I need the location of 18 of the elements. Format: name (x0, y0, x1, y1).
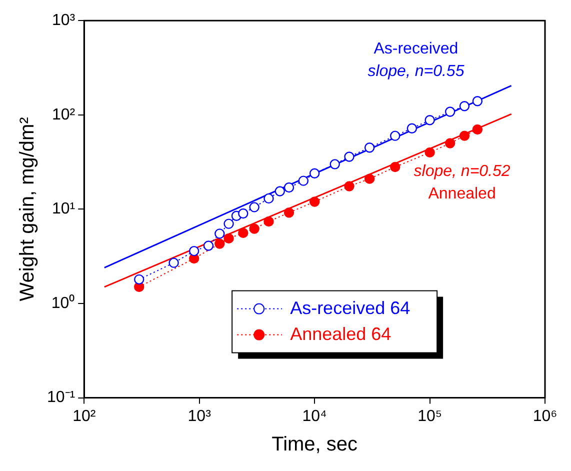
y-tick-label: 10³ (52, 12, 76, 30)
y-tick-label: 10⁻¹ (47, 389, 76, 406)
y-tick-label: 10² (52, 106, 76, 124)
annotation: slope, n=0.55 (368, 62, 464, 80)
annotation: slope, n=0.52 (414, 162, 510, 180)
legend-label: As-received 64 (290, 298, 410, 318)
x-tick-label: 10⁶ (532, 408, 558, 425)
annotation: As-received (374, 40, 458, 58)
x-tick-label: 10⁵ (418, 408, 442, 425)
x-axis-title: Time, sec (272, 434, 358, 456)
y-tick-label: 10¹ (52, 200, 76, 218)
y-tick-label: 10⁰ (51, 294, 76, 312)
annotation: Annealed (428, 186, 496, 203)
y-axis-title: Weight gain, mg/dm² (16, 116, 39, 302)
legend-label: Annealed 64 (290, 324, 392, 344)
x-tick-label: 10³ (188, 408, 212, 425)
x-tick-label: 10² (72, 408, 96, 425)
x-tick-label: 10⁴ (302, 408, 328, 425)
